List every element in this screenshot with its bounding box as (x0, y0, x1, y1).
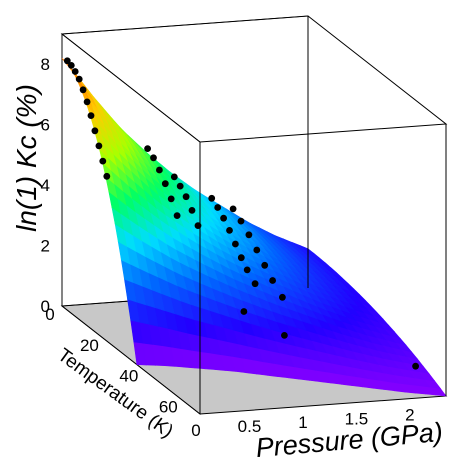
data-point (279, 293, 286, 301)
data-point (144, 145, 152, 153)
data-points (63, 57, 419, 370)
data-point (412, 362, 419, 370)
z-tick-label: 4 (41, 176, 50, 195)
data-point (240, 308, 248, 315)
data-point (67, 62, 75, 69)
y-tick-label: 0 (45, 305, 54, 324)
data-point (170, 173, 178, 181)
x-tick-label: 0.5 (238, 417, 262, 436)
data-point (63, 57, 71, 65)
data-point (87, 112, 95, 119)
axis-box-front (60, 15, 448, 414)
data-point (176, 182, 184, 190)
data-point (237, 254, 245, 262)
data-point (269, 277, 276, 284)
y-tick-label: 60 (159, 398, 178, 417)
data-point (214, 204, 222, 211)
data-point (220, 214, 228, 222)
data-point (182, 193, 190, 201)
data-point (103, 172, 111, 180)
x-tick-label: 0 (191, 421, 200, 440)
data-point (83, 98, 91, 106)
data-point (281, 332, 288, 339)
data-point (156, 166, 163, 174)
y-tick-label: 40 (119, 367, 138, 386)
data-point (226, 227, 233, 234)
data-point (232, 240, 239, 248)
data-point (95, 142, 103, 150)
data-point (79, 86, 87, 94)
data-point (150, 154, 157, 162)
z-tick-label: 0 (41, 297, 50, 316)
data-point (173, 212, 181, 220)
data-point (237, 217, 245, 225)
data-point (253, 246, 261, 254)
z-axis-title: ln(1) Kc (%) (11, 84, 42, 232)
data-point (243, 266, 251, 274)
y-tick-label: 20 (80, 336, 99, 355)
data-point (245, 231, 253, 239)
data-point (161, 180, 169, 188)
surface-plot (60, 15, 448, 415)
surface-patch (299, 245, 314, 254)
data-point (99, 157, 107, 165)
z-tick-label: 8 (41, 55, 50, 74)
x-tick-label: 1 (298, 413, 307, 432)
data-point (261, 261, 269, 269)
z-tick-label: 2 (41, 237, 50, 256)
data-point (194, 222, 202, 230)
data-point (251, 280, 259, 288)
x-tick-label: 1.5 (345, 409, 369, 428)
top-frame (60, 15, 448, 143)
data-point (75, 75, 83, 83)
data-point (229, 205, 237, 213)
x-tick-label: 2 (405, 405, 414, 424)
data-point (71, 68, 79, 75)
data-point (208, 194, 216, 202)
z-tick-label: 6 (41, 116, 50, 135)
data-point (167, 195, 175, 203)
axis-ticks: 0 2 4 6 8 0 20 40 60 0 0.5 1 1.5 2 (41, 55, 415, 440)
data-point (91, 127, 99, 135)
data-point (188, 207, 196, 214)
